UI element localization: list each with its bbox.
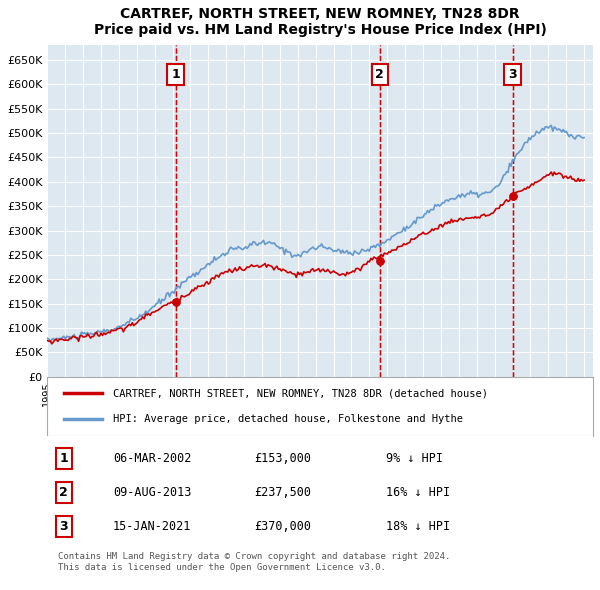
Text: 09-AUG-2013: 09-AUG-2013 <box>113 486 191 499</box>
Text: 2: 2 <box>376 68 384 81</box>
Text: 06-MAR-2002: 06-MAR-2002 <box>113 452 191 465</box>
Text: 3: 3 <box>508 68 517 81</box>
Text: 1: 1 <box>171 68 180 81</box>
Text: Contains HM Land Registry data © Crown copyright and database right 2024.
This d: Contains HM Land Registry data © Crown c… <box>58 552 451 572</box>
Text: 1: 1 <box>59 452 68 465</box>
Text: £153,000: £153,000 <box>254 452 311 465</box>
Text: HPI: Average price, detached house, Folkestone and Hythe: HPI: Average price, detached house, Folk… <box>113 414 463 424</box>
Title: CARTREF, NORTH STREET, NEW ROMNEY, TN28 8DR
Price paid vs. HM Land Registry's Ho: CARTREF, NORTH STREET, NEW ROMNEY, TN28 … <box>94 7 547 37</box>
Text: 2: 2 <box>59 486 68 499</box>
Text: CARTREF, NORTH STREET, NEW ROMNEY, TN28 8DR (detached house): CARTREF, NORTH STREET, NEW ROMNEY, TN28 … <box>113 388 488 398</box>
Text: £370,000: £370,000 <box>254 520 311 533</box>
Text: 3: 3 <box>59 520 68 533</box>
Text: 9% ↓ HPI: 9% ↓ HPI <box>386 452 443 465</box>
Text: £237,500: £237,500 <box>254 486 311 499</box>
Text: 18% ↓ HPI: 18% ↓ HPI <box>386 520 450 533</box>
Text: 15-JAN-2021: 15-JAN-2021 <box>113 520 191 533</box>
Text: 16% ↓ HPI: 16% ↓ HPI <box>386 486 450 499</box>
